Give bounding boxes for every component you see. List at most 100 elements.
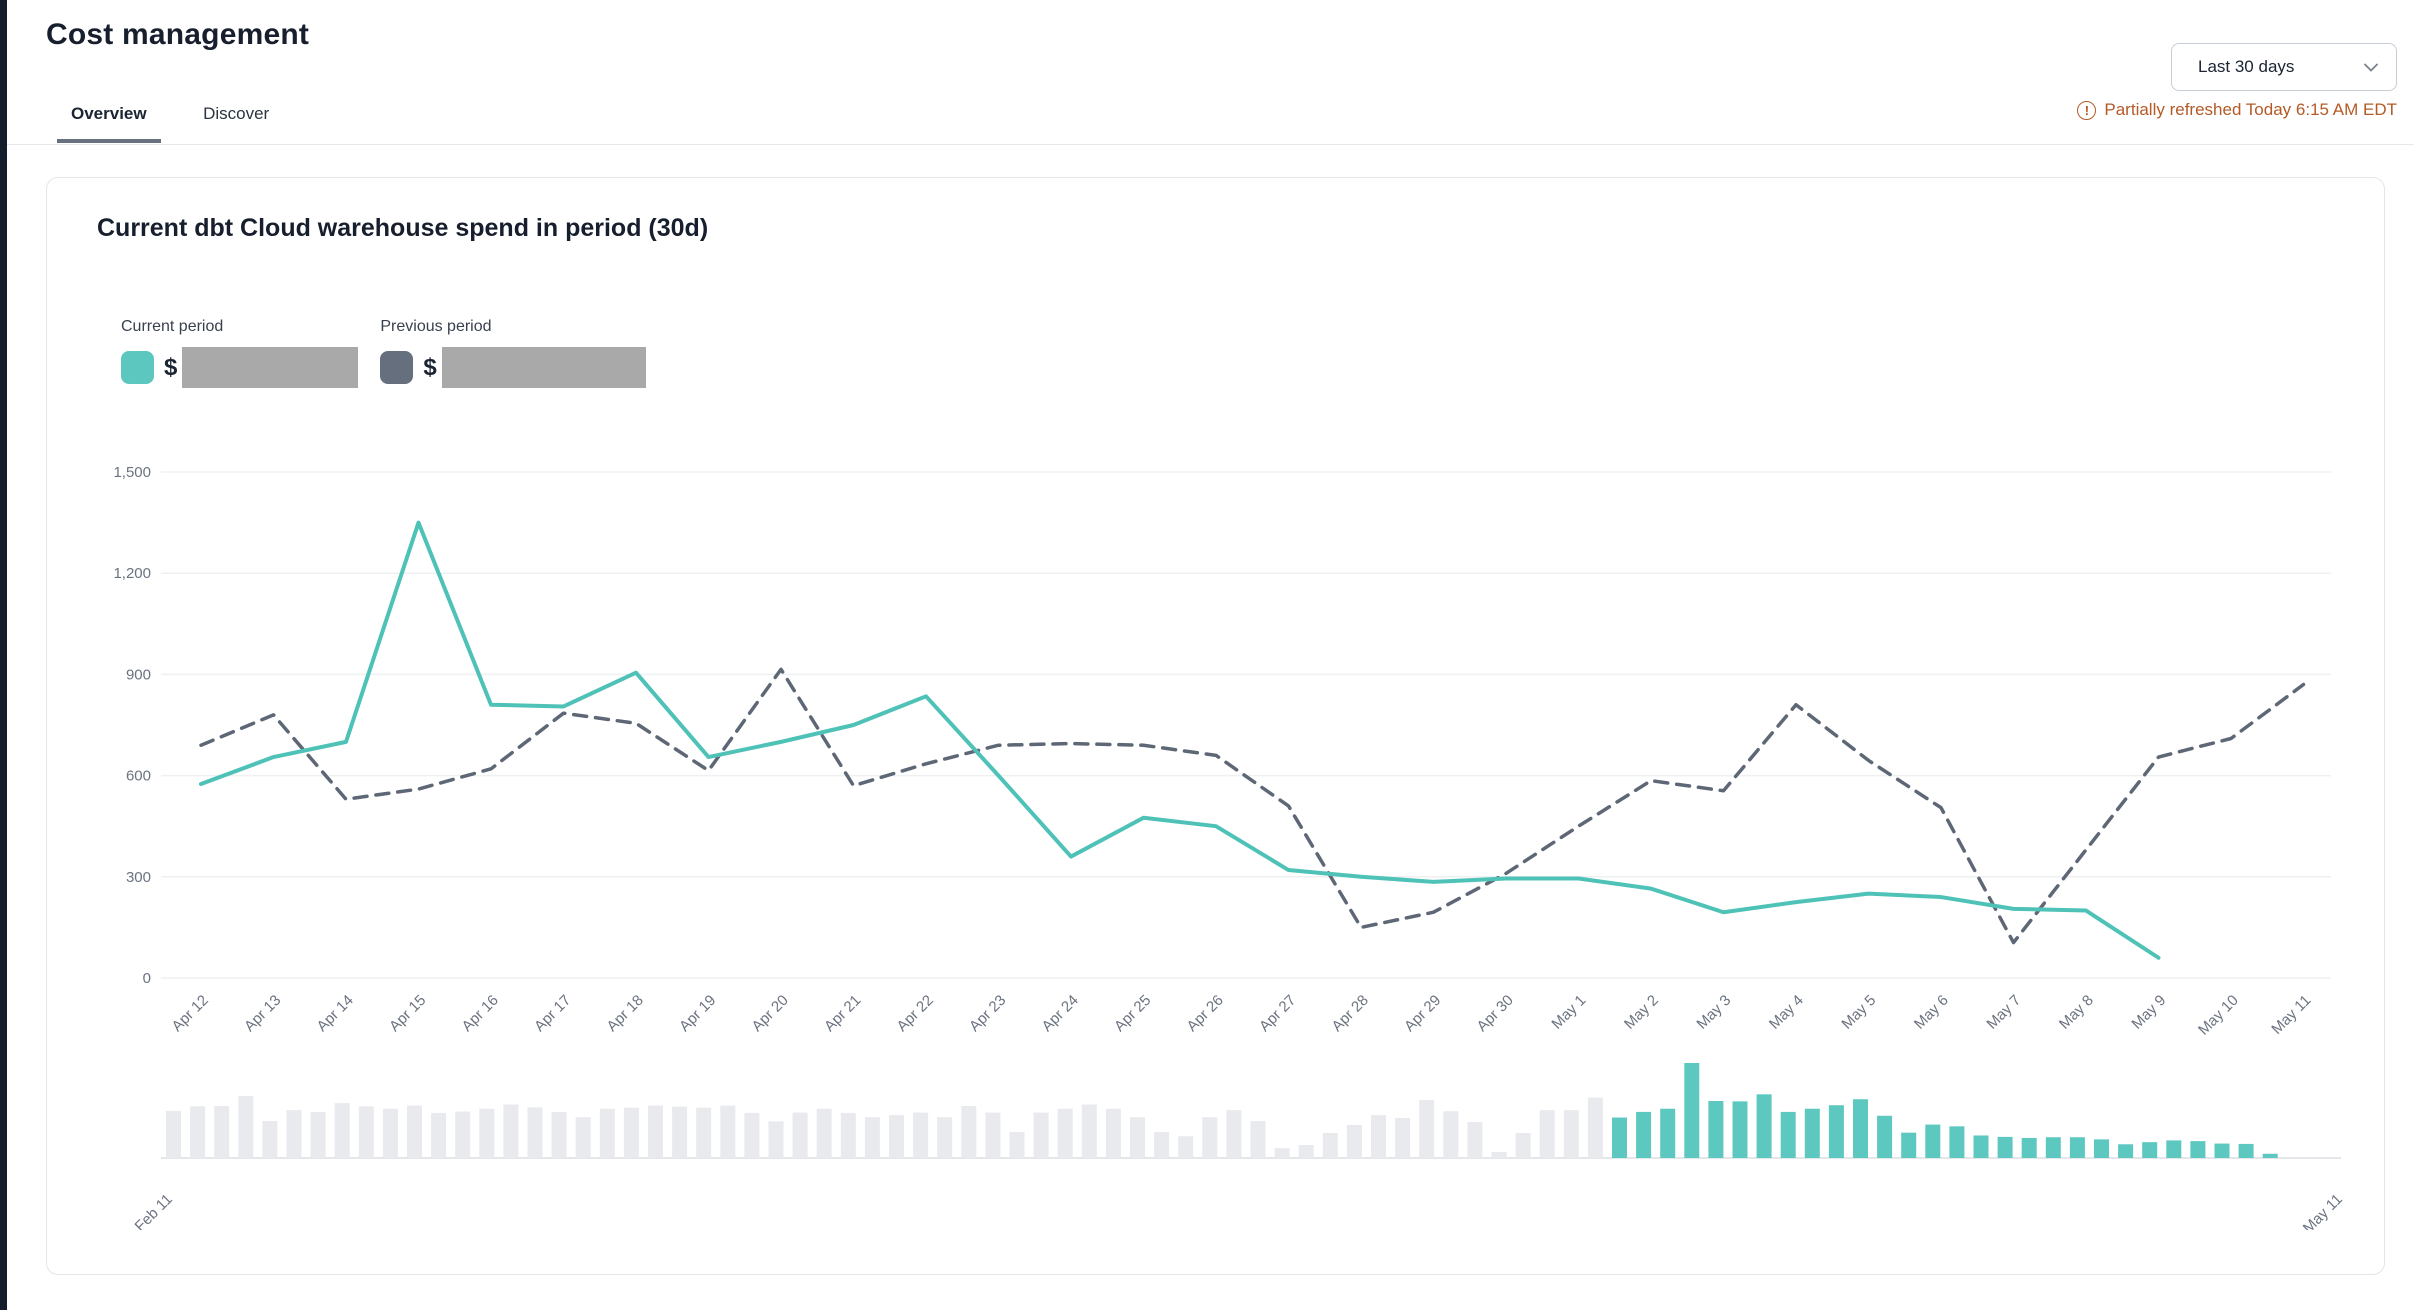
- mini-bar-unselected[interactable]: [310, 1111, 326, 1158]
- mini-bar-unselected[interactable]: [1563, 1110, 1579, 1158]
- mini-bar-unselected[interactable]: [382, 1108, 398, 1158]
- mini-bar-selected[interactable]: [2262, 1153, 2278, 1158]
- mini-bar-selected[interactable]: [2166, 1140, 2182, 1158]
- mini-bar-unselected[interactable]: [1587, 1097, 1603, 1158]
- mini-bar-selected[interactable]: [1756, 1094, 1772, 1158]
- mini-bar-selected[interactable]: [2021, 1137, 2037, 1158]
- x-axis-tick-label: May 1: [1548, 992, 1589, 1033]
- mini-bar-unselected[interactable]: [358, 1106, 374, 1158]
- mini-bar-selected[interactable]: [1612, 1117, 1627, 1158]
- mini-bar-selected[interactable]: [1877, 1115, 1893, 1158]
- mini-bar-unselected[interactable]: [1009, 1131, 1025, 1158]
- mini-bar-selected[interactable]: [2190, 1141, 2206, 1158]
- mini-bar-unselected[interactable]: [1467, 1122, 1483, 1158]
- mini-bar-selected[interactable]: [2069, 1137, 2085, 1158]
- mini-bar-unselected[interactable]: [840, 1112, 856, 1158]
- mini-bar-unselected[interactable]: [214, 1105, 230, 1158]
- mini-bar-selected[interactable]: [1901, 1132, 1917, 1158]
- mini-bar-unselected[interactable]: [1298, 1144, 1314, 1158]
- legend-current-period: Current period $: [121, 318, 359, 388]
- mini-bar-unselected[interactable]: [961, 1105, 977, 1158]
- mini-bar-unselected[interactable]: [1081, 1104, 1097, 1158]
- x-axis-tick-label: May 8: [2056, 992, 2097, 1033]
- mini-bar-selected[interactable]: [1660, 1108, 1676, 1158]
- mini-bar-unselected[interactable]: [527, 1107, 543, 1158]
- mini-bar-unselected[interactable]: [238, 1096, 254, 1158]
- mini-bar-unselected[interactable]: [1202, 1117, 1218, 1158]
- mini-bar-unselected[interactable]: [623, 1107, 639, 1158]
- mini-bar-selected[interactable]: [2238, 1143, 2254, 1158]
- mini-bar-selected[interactable]: [2094, 1139, 2109, 1158]
- x-axis-tick-label: Apr 20: [749, 992, 792, 1035]
- mini-bar-selected[interactable]: [2118, 1144, 2134, 1158]
- mini-bar-unselected[interactable]: [913, 1112, 929, 1158]
- tab-discover[interactable]: Discover: [203, 104, 270, 123]
- mini-bar-unselected[interactable]: [262, 1121, 278, 1158]
- mini-bar-selected[interactable]: [1708, 1101, 1724, 1158]
- mini-bar-unselected[interactable]: [1395, 1117, 1411, 1158]
- mini-bar-unselected[interactable]: [1250, 1121, 1266, 1158]
- mini-bar-unselected[interactable]: [1539, 1110, 1555, 1158]
- mini-bar-selected[interactable]: [2045, 1137, 2061, 1158]
- mini-bar-unselected[interactable]: [575, 1117, 591, 1158]
- mini-bar-selected[interactable]: [1853, 1099, 1868, 1158]
- mini-bar-unselected[interactable]: [1154, 1131, 1170, 1158]
- mini-bar-unselected[interactable]: [431, 1112, 447, 1158]
- mini-bar-unselected[interactable]: [479, 1108, 495, 1158]
- mini-bar-unselected[interactable]: [1274, 1148, 1290, 1158]
- date-range-brush-chart[interactable]: Feb 11 May 11: [61, 1050, 2351, 1230]
- mini-bar-unselected[interactable]: [696, 1107, 712, 1158]
- mini-bar-unselected[interactable]: [190, 1106, 206, 1158]
- mini-bar-selected[interactable]: [2142, 1142, 2158, 1158]
- mini-bar-selected[interactable]: [1780, 1111, 1796, 1158]
- mini-bar-selected[interactable]: [1997, 1136, 2013, 1158]
- mini-bar-unselected[interactable]: [864, 1117, 880, 1158]
- mini-bar-unselected[interactable]: [1057, 1108, 1073, 1158]
- mini-bar-selected[interactable]: [1925, 1124, 1941, 1158]
- mini-bar-selected[interactable]: [2214, 1143, 2230, 1158]
- current-amount-redacted: [182, 347, 359, 388]
- mini-bar-unselected[interactable]: [1178, 1136, 1194, 1158]
- mini-bar-unselected[interactable]: [1322, 1133, 1338, 1158]
- mini-bar-selected[interactable]: [1973, 1135, 1989, 1158]
- mini-bar-unselected[interactable]: [599, 1108, 615, 1158]
- mini-bar-unselected[interactable]: [1419, 1099, 1435, 1158]
- mini-bar-unselected[interactable]: [1371, 1115, 1386, 1158]
- mini-bar-selected[interactable]: [1804, 1108, 1820, 1158]
- mini-bar-unselected[interactable]: [1346, 1124, 1362, 1158]
- mini-bar-selected[interactable]: [1732, 1101, 1748, 1158]
- mini-bar-unselected[interactable]: [286, 1110, 302, 1158]
- mini-bar-unselected[interactable]: [744, 1112, 760, 1158]
- mini-bar-unselected[interactable]: [648, 1105, 663, 1158]
- currency-symbol: $: [164, 353, 178, 381]
- date-range-dropdown[interactable]: Last 30 days: [2171, 43, 2397, 91]
- mini-bar-selected[interactable]: [1828, 1105, 1844, 1158]
- mini-bar-unselected[interactable]: [166, 1110, 181, 1158]
- mini-bar-unselected[interactable]: [768, 1121, 784, 1158]
- mini-bar-unselected[interactable]: [1491, 1152, 1507, 1158]
- mini-bar-unselected[interactable]: [1515, 1133, 1531, 1158]
- mini-bar-unselected[interactable]: [720, 1105, 736, 1158]
- mini-bar-unselected[interactable]: [455, 1111, 471, 1158]
- mini-bar-selected[interactable]: [1684, 1063, 1700, 1158]
- mini-bar-unselected[interactable]: [672, 1106, 688, 1158]
- mini-bar-unselected[interactable]: [1226, 1110, 1242, 1158]
- mini-bar-unselected[interactable]: [889, 1115, 904, 1158]
- mini-bar-unselected[interactable]: [1443, 1111, 1459, 1158]
- x-axis-tick-label: May 10: [2195, 992, 2242, 1039]
- mini-bar-unselected[interactable]: [792, 1112, 808, 1158]
- x-axis-tick-label: Apr 14: [314, 992, 357, 1035]
- mini-bar-unselected[interactable]: [1105, 1108, 1121, 1158]
- mini-bar-unselected[interactable]: [1033, 1112, 1049, 1158]
- tab-overview[interactable]: Overview: [57, 104, 161, 143]
- mini-bar-unselected[interactable]: [985, 1112, 1001, 1158]
- mini-bar-selected[interactable]: [1949, 1126, 1965, 1158]
- mini-bar-unselected[interactable]: [551, 1111, 567, 1158]
- mini-bar-unselected[interactable]: [1130, 1117, 1145, 1158]
- mini-bar-unselected[interactable]: [937, 1117, 953, 1158]
- mini-bar-selected[interactable]: [1636, 1111, 1652, 1158]
- mini-bar-unselected[interactable]: [816, 1108, 832, 1158]
- mini-bar-unselected[interactable]: [334, 1103, 350, 1158]
- mini-bar-unselected[interactable]: [503, 1104, 519, 1158]
- mini-bar-unselected[interactable]: [407, 1105, 422, 1158]
